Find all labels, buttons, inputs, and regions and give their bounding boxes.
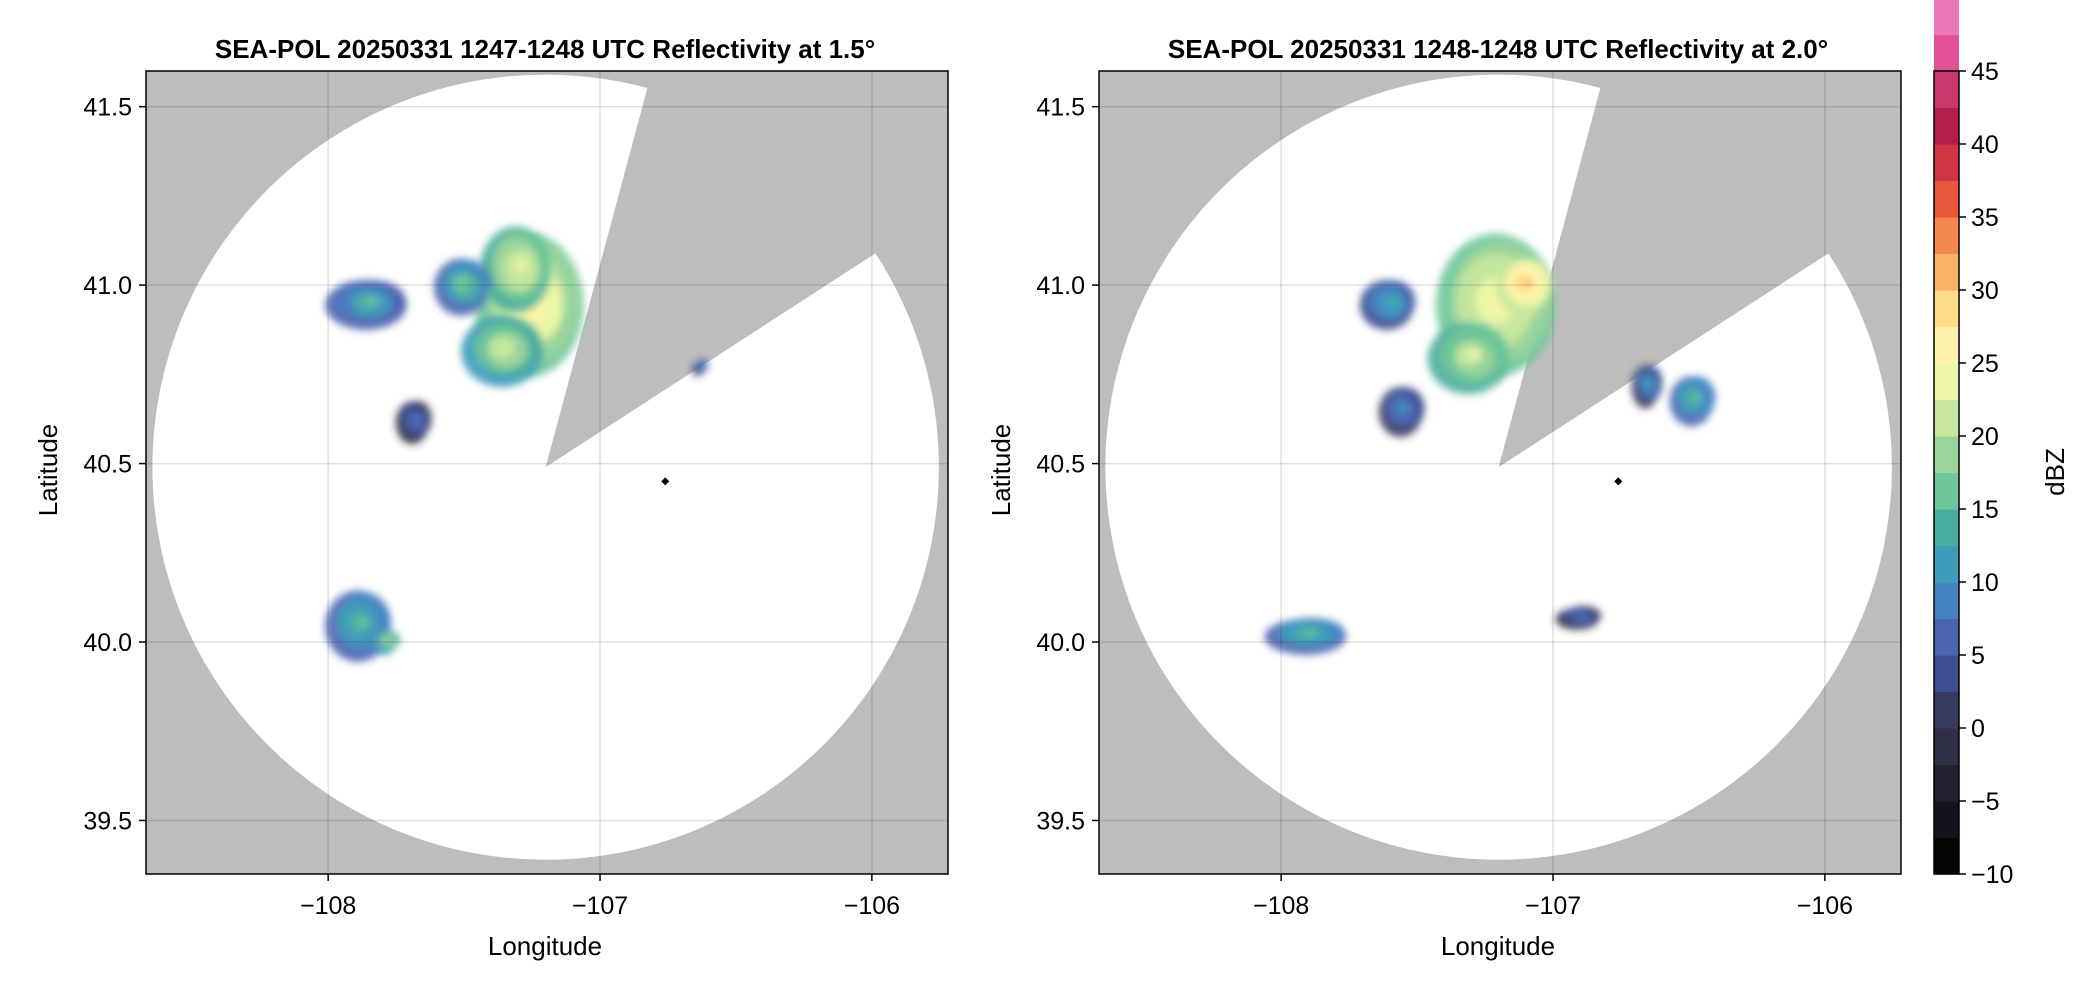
- x-ticks-right: −108 −107 −106: [1253, 874, 1853, 920]
- x-tick-label: −107: [572, 892, 628, 920]
- reflectivity-echo: [1495, 258, 1552, 316]
- colorbar-swatch: [1934, 618, 1959, 656]
- colorbar-swatch: [1934, 326, 1959, 364]
- x-tick-label: −107: [1525, 892, 1581, 920]
- colorbar-tick-label: 30: [1971, 277, 1999, 305]
- colorbar-tick-label: −5: [1971, 788, 2000, 816]
- axes-frame: [145, 70, 949, 875]
- y-ticks-left: 39.5 40.0 40.5 41.0 41.5: [83, 94, 146, 835]
- colorbar-tick-label: 45: [1971, 58, 1999, 86]
- colorbar-label: dBZ: [2040, 448, 2070, 496]
- y-tick-label: 39.5: [1036, 807, 1085, 835]
- colorbar-tick-label: 35: [1971, 204, 1999, 232]
- y-tick-label: 39.5: [83, 807, 132, 835]
- reflectivity-echo: [1669, 376, 1716, 427]
- reflectivity-echo: [1555, 606, 1602, 630]
- y-tick-label: 40.5: [1036, 451, 1085, 479]
- colorbar-swatch: [1934, 472, 1959, 510]
- colorbar-frame: [1933, 70, 1960, 875]
- x-axis-label-right: Longitude: [1441, 931, 1555, 961]
- y-tick-label: 41.5: [1036, 94, 1085, 122]
- y-tick-label: 41.5: [83, 94, 132, 122]
- gridlines: [146, 71, 948, 874]
- panel-left: SEA-POL 20250331 1247-1248 UTC Reflectiv…: [33, 34, 949, 961]
- x-tick-label: −106: [1797, 892, 1853, 920]
- colorbar-tick-label: 25: [1971, 350, 1999, 378]
- reflectivity-echo: [395, 400, 432, 445]
- colorbar-swatch: [1934, 545, 1959, 583]
- reflectivity-echo: [1427, 322, 1510, 395]
- colorbar-tick-label: 15: [1971, 496, 1999, 524]
- reflectivity-echo: [433, 258, 490, 316]
- colorbar-swatch: [1934, 801, 1959, 839]
- y-axis-label-right: Latitude: [986, 424, 1016, 517]
- y-tick-label: 40.5: [83, 451, 132, 479]
- y-ticks-right: 39.5 40.0 40.5 41.0 41.5: [1036, 94, 1099, 835]
- colorbar-swatches: [1934, 0, 1959, 875]
- reflectivity-echo: [1359, 279, 1416, 330]
- y-tick-label: 40.0: [1036, 629, 1085, 657]
- site-marker: [1614, 477, 1623, 486]
- colorbar-tick-label: −10: [1971, 861, 2013, 889]
- reflectivity-echo: [461, 315, 543, 388]
- colorbar-tick-label: 5: [1971, 642, 1985, 670]
- colorbar-swatch: [1934, 253, 1959, 291]
- colorbar-swatch: [1934, 399, 1959, 437]
- chart-title-right: SEA-POL 20250331 1248-1248 UTC Reflectiv…: [1168, 34, 1828, 64]
- colorbar-swatch: [1934, 180, 1959, 218]
- colorbar-swatch: [1934, 217, 1959, 255]
- x-axis-label-left: Longitude: [488, 931, 602, 961]
- panel-right: SEA-POL 20250331 1248-1248 UTC Reflectiv…: [986, 34, 1902, 961]
- x-tick-label: −108: [1253, 892, 1309, 920]
- colorbar-swatch: [1934, 582, 1959, 620]
- colorbar-swatch: [1934, 436, 1959, 474]
- colorbar-swatch: [1934, 144, 1959, 182]
- chart-title-left: SEA-POL 20250331 1247-1248 UTC Reflectiv…: [215, 34, 875, 64]
- colorbar-ticks: −10 −5 0 5 10 15 20 25 30 35 40 45: [1959, 58, 2013, 889]
- y-tick-label: 41.0: [1036, 272, 1085, 300]
- x-tick-label: −106: [844, 892, 900, 920]
- plot-content: [1099, 71, 1901, 874]
- x-tick-label: −108: [300, 892, 356, 920]
- gridlines: [1099, 71, 1901, 874]
- x-ticks-left: −108 −107 −106: [300, 874, 900, 920]
- colorbar-tick-label: 0: [1971, 715, 1985, 743]
- colorbar-swatch: [1934, 655, 1959, 693]
- colorbar-swatch: [1934, 764, 1959, 802]
- y-tick-label: 40.0: [83, 629, 132, 657]
- colorbar-swatch: [1934, 107, 1959, 145]
- site-marker: [661, 477, 670, 486]
- blocked-sector: [1498, 80, 1836, 468]
- blocked-sector: [545, 80, 883, 468]
- plot-area-left: [145, 70, 949, 875]
- colorbar-swatch: [1934, 0, 1959, 36]
- y-tick-label: 41.0: [83, 272, 132, 300]
- colorbar-swatch: [1934, 71, 1959, 109]
- reflectivity-echo: [692, 359, 709, 377]
- colorbar-tick-label: 40: [1971, 131, 1999, 159]
- reflectivity-echo: [480, 226, 551, 313]
- colorbar: −10 −5 0 5 10 15 20 25 30 35 40 45 dBZ: [1933, 0, 2070, 889]
- colorbar-swatch: [1934, 34, 1959, 72]
- colorbar-swatch: [1934, 290, 1959, 328]
- colorbar-swatch: [1934, 691, 1959, 729]
- colorbar-tick-label: 10: [1971, 569, 1999, 597]
- colorbar-swatch: [1934, 363, 1959, 401]
- colorbar-swatch: [1934, 509, 1959, 547]
- reflectivity-echo: [1378, 387, 1425, 438]
- plot-area-right: [1098, 70, 1902, 875]
- reflectivity-echo: [1631, 365, 1663, 409]
- axes-frame: [1098, 70, 1902, 875]
- reflectivity-echo: [325, 279, 407, 330]
- colorbar-tick-label: 20: [1971, 423, 1999, 451]
- plot-content: [146, 71, 948, 874]
- colorbar-swatch: [1934, 728, 1959, 766]
- colorbar-swatch: [1934, 837, 1959, 875]
- reflectivity-echo: [1264, 618, 1347, 655]
- y-axis-label-left: Latitude: [33, 424, 63, 517]
- reflectivity-echo: [374, 631, 401, 655]
